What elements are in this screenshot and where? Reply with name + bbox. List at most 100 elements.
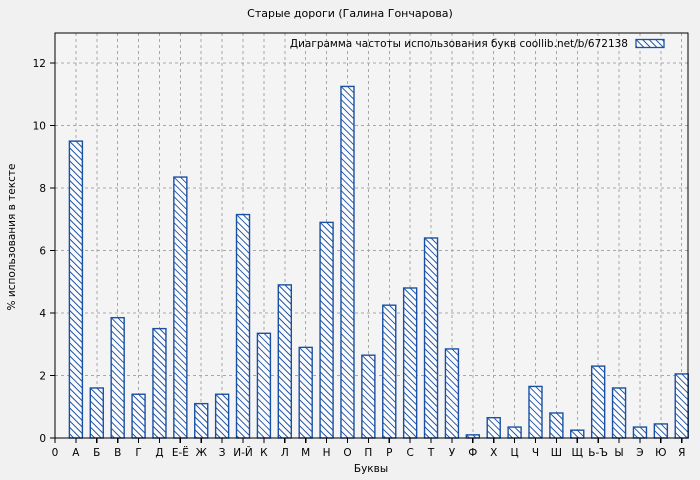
hatch-line bbox=[382, 350, 397, 365]
hatch-line bbox=[340, 398, 355, 412]
hatch-line bbox=[173, 261, 188, 275]
hatch-line bbox=[424, 263, 438, 278]
hatch-line bbox=[319, 345, 334, 360]
hatch-line bbox=[236, 240, 250, 254]
hatch-line bbox=[152, 393, 167, 407]
bar-Н bbox=[319, 221, 334, 439]
hatch-line bbox=[173, 313, 188, 327]
hatch-line bbox=[642, 39, 651, 48]
hatch-line bbox=[388, 304, 397, 313]
hatch-line bbox=[69, 309, 83, 324]
hatch-line bbox=[277, 330, 292, 344]
hatch-line bbox=[403, 398, 417, 412]
bar-fill bbox=[194, 403, 208, 438]
hatch-line bbox=[612, 387, 626, 402]
hatch-line bbox=[639, 426, 647, 434]
hatch-line bbox=[424, 322, 438, 336]
x-tick-label: У bbox=[449, 447, 456, 459]
hatch-line bbox=[152, 373, 167, 388]
hatch-line bbox=[403, 424, 417, 438]
hatch-line bbox=[445, 400, 459, 415]
hatch-line bbox=[570, 429, 579, 439]
hatch-line bbox=[319, 235, 334, 249]
hatch-line bbox=[298, 386, 313, 400]
hatch-line bbox=[340, 339, 355, 354]
hatch-line bbox=[424, 283, 438, 297]
bar-fill bbox=[424, 238, 438, 438]
hatch-line bbox=[403, 287, 417, 302]
hatch-line bbox=[110, 421, 125, 436]
hatch-line bbox=[152, 347, 167, 362]
bar-Ж bbox=[194, 402, 209, 439]
hatch-line bbox=[69, 368, 83, 382]
hatch-line bbox=[445, 361, 459, 376]
hatch-line bbox=[340, 209, 355, 224]
hatch-line bbox=[674, 380, 689, 394]
hatch-line bbox=[340, 313, 355, 328]
hatch-line bbox=[612, 433, 618, 439]
hatch-line bbox=[403, 385, 417, 399]
hatch-line bbox=[173, 404, 188, 418]
hatch-line bbox=[424, 257, 438, 271]
hatch-line bbox=[424, 374, 438, 388]
hatch-line bbox=[277, 349, 292, 364]
hatch-line bbox=[549, 425, 563, 439]
hatch-line bbox=[424, 328, 438, 343]
hatch-line bbox=[340, 216, 355, 230]
hatch-line bbox=[340, 118, 355, 133]
hatch-line bbox=[284, 284, 292, 292]
hatch-line bbox=[89, 387, 104, 402]
hatch-line bbox=[257, 332, 271, 347]
hatch-line bbox=[215, 400, 229, 415]
hatch-line bbox=[633, 433, 639, 439]
hatch-line bbox=[257, 404, 271, 419]
hatch-line bbox=[403, 320, 417, 334]
hatch-line bbox=[340, 268, 355, 282]
hatch-line bbox=[236, 305, 250, 319]
hatch-line bbox=[403, 333, 417, 347]
hatch-line bbox=[528, 399, 543, 413]
hatch-line bbox=[424, 361, 438, 375]
hatch-line bbox=[382, 408, 397, 423]
hatch-line bbox=[403, 346, 417, 360]
hatch-line bbox=[257, 417, 271, 432]
hatch-line bbox=[69, 283, 83, 298]
hatch-line bbox=[215, 406, 229, 421]
x-tick-label: Н bbox=[323, 447, 331, 459]
hatch-line bbox=[110, 356, 125, 371]
hatch-line bbox=[152, 341, 167, 355]
hatch-line bbox=[173, 423, 188, 438]
hatch-line bbox=[361, 361, 376, 376]
hatch-line bbox=[173, 397, 188, 412]
hatch-line bbox=[69, 257, 83, 272]
bar-Г bbox=[131, 393, 146, 439]
legend-label: Диаграмма частоты использования букв coo… bbox=[290, 38, 628, 50]
hatch-line bbox=[257, 423, 271, 438]
hatch-line bbox=[445, 381, 459, 395]
hatch-line bbox=[591, 404, 605, 419]
hatch-line bbox=[403, 339, 417, 354]
hatch-line bbox=[215, 413, 229, 428]
hatch-line bbox=[173, 267, 188, 282]
hatch-line bbox=[591, 385, 605, 399]
x-tick-label: Х bbox=[490, 447, 497, 459]
hatch-line bbox=[69, 400, 83, 415]
hatch-line bbox=[194, 416, 209, 430]
hatch-line bbox=[69, 225, 83, 239]
plot-border bbox=[54, 32, 689, 439]
bar-Е-Ё bbox=[173, 176, 188, 439]
hatch-line bbox=[173, 306, 188, 321]
hatch-line bbox=[69, 348, 83, 363]
hatch-line bbox=[298, 405, 313, 420]
bar-Л bbox=[277, 284, 293, 439]
hatch-line bbox=[591, 430, 599, 439]
hatch-line bbox=[409, 287, 417, 295]
hatch-line bbox=[173, 332, 188, 347]
bar-Ь-Ъ bbox=[590, 365, 606, 439]
hatch-line bbox=[674, 425, 688, 439]
hatch-line bbox=[236, 383, 250, 397]
hatch-line bbox=[110, 317, 125, 332]
bar-З bbox=[214, 393, 230, 439]
hatch-line bbox=[674, 406, 689, 420]
